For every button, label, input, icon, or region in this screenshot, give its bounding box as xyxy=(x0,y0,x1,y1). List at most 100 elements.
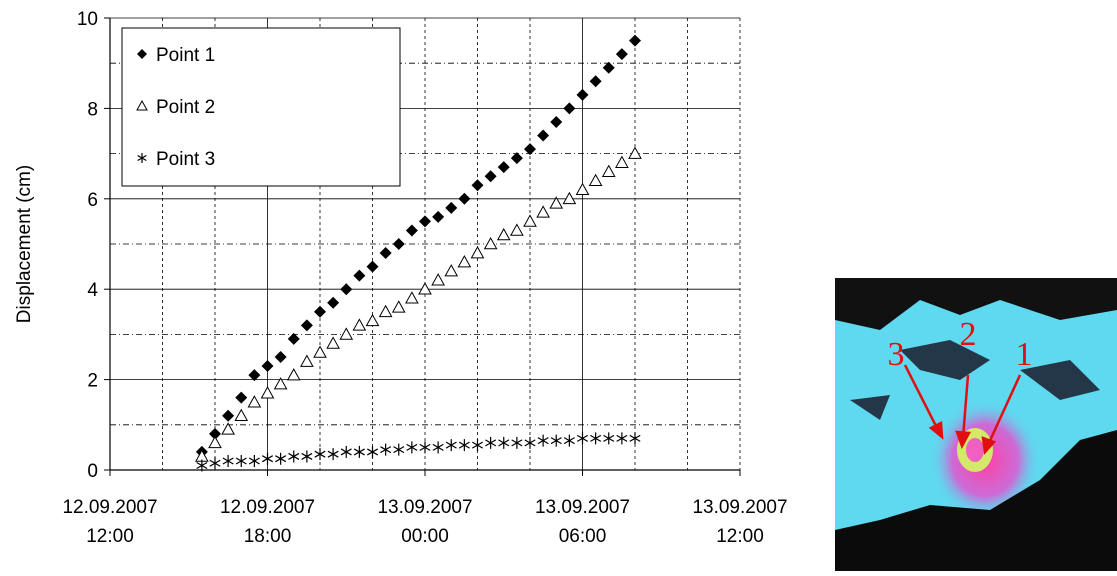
photo-label: 1 xyxy=(1016,336,1033,373)
marker xyxy=(458,193,470,205)
figure: 024681012.09.200712:0012.09.200718:0013.… xyxy=(0,0,1117,571)
y-tick-label: 2 xyxy=(87,371,98,392)
marker xyxy=(498,161,510,173)
marker xyxy=(420,441,430,453)
marker xyxy=(235,410,247,421)
marker xyxy=(537,130,549,142)
marker xyxy=(354,446,364,458)
marker xyxy=(629,148,641,159)
marker xyxy=(511,152,523,164)
marker xyxy=(432,211,444,223)
marker xyxy=(301,356,313,367)
marker xyxy=(248,396,260,407)
photo: 1 2 3 xyxy=(835,278,1117,571)
y-tick-label: 10 xyxy=(77,9,98,30)
marker xyxy=(314,346,326,357)
marker xyxy=(616,157,628,168)
marker xyxy=(275,351,287,363)
marker xyxy=(394,444,404,456)
marker xyxy=(223,455,233,467)
y-axis-label: Displacement (cm) xyxy=(14,165,35,323)
marker xyxy=(629,35,641,47)
marker xyxy=(563,102,575,114)
marker xyxy=(485,437,495,449)
marker xyxy=(577,432,587,444)
x-tick-label: 18:00 xyxy=(244,526,292,547)
marker xyxy=(577,89,589,101)
marker xyxy=(288,369,300,380)
marker xyxy=(262,453,272,465)
marker xyxy=(603,166,615,177)
marker xyxy=(432,274,444,285)
marker xyxy=(236,455,246,467)
marker xyxy=(512,437,522,449)
marker xyxy=(538,435,548,447)
marker xyxy=(616,48,628,60)
photo-label: 3 xyxy=(888,336,905,373)
marker xyxy=(209,437,221,448)
x-tick-label: 12.09.2007 xyxy=(62,497,157,518)
photo-label: 2 xyxy=(960,316,977,353)
x-tick-label: 13.09.2007 xyxy=(692,497,787,518)
marker xyxy=(327,297,339,309)
marker xyxy=(524,143,536,155)
marker xyxy=(604,432,614,444)
marker xyxy=(419,215,431,227)
marker xyxy=(249,455,259,467)
marker xyxy=(458,256,470,267)
marker xyxy=(472,247,484,258)
marker xyxy=(472,179,484,191)
legend-label: Point 1 xyxy=(156,45,215,66)
marker xyxy=(367,315,379,326)
x-tick-label: 12:00 xyxy=(716,526,764,547)
marker xyxy=(340,328,352,339)
marker xyxy=(406,292,418,303)
marker xyxy=(367,261,379,273)
marker xyxy=(301,319,313,331)
marker xyxy=(302,450,312,462)
marker xyxy=(485,170,497,182)
marker xyxy=(537,206,549,217)
marker xyxy=(262,360,274,372)
marker xyxy=(353,319,365,330)
marker xyxy=(485,238,497,249)
legend-label: Point 2 xyxy=(156,97,215,118)
marker xyxy=(289,450,299,462)
marker xyxy=(419,283,431,294)
marker xyxy=(498,229,510,240)
x-tick-label: 12.09.2007 xyxy=(220,497,315,518)
x-tick-label: 13.09.2007 xyxy=(535,497,630,518)
marker xyxy=(340,283,352,295)
marker xyxy=(445,265,457,276)
marker xyxy=(367,446,377,458)
marker xyxy=(472,439,482,451)
marker xyxy=(525,437,535,449)
marker xyxy=(563,193,575,204)
marker xyxy=(617,432,627,444)
marker xyxy=(393,238,405,250)
marker xyxy=(577,184,589,195)
marker xyxy=(407,441,417,453)
marker xyxy=(222,410,234,422)
x-tick-label: 12:00 xyxy=(86,526,134,547)
marker xyxy=(499,437,509,449)
marker xyxy=(524,215,536,226)
marker xyxy=(551,435,561,447)
y-tick-label: 6 xyxy=(87,190,98,211)
marker xyxy=(406,224,418,236)
x-tick-label: 00:00 xyxy=(401,526,449,547)
marker xyxy=(445,202,457,214)
marker xyxy=(353,270,365,282)
marker xyxy=(314,306,326,318)
marker xyxy=(380,306,392,317)
marker xyxy=(315,448,325,460)
marker xyxy=(564,435,574,447)
marker xyxy=(275,453,285,465)
marker xyxy=(446,439,456,451)
marker xyxy=(328,448,338,460)
x-tick-label: 13.09.2007 xyxy=(377,497,472,518)
legend-label: Point 3 xyxy=(156,149,215,170)
marker xyxy=(433,441,443,453)
y-tick-label: 8 xyxy=(87,99,98,120)
marker xyxy=(590,75,602,87)
